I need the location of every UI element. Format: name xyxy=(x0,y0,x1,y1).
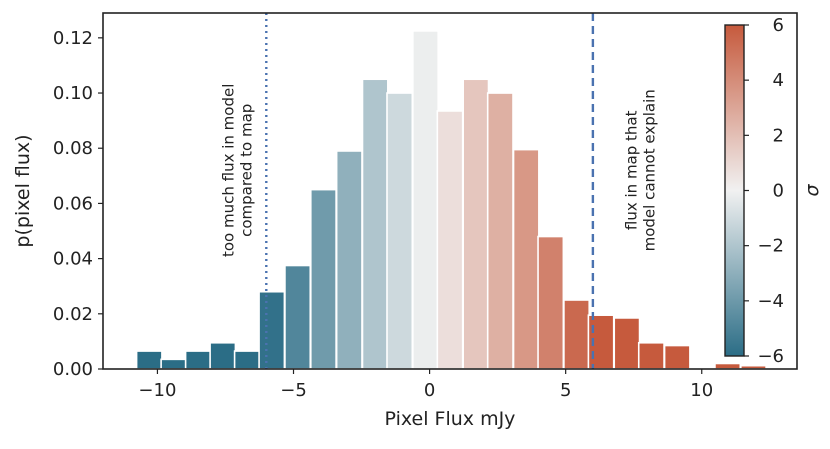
colorbar-tick-label: 2 xyxy=(773,125,784,146)
histogram-bar xyxy=(663,344,691,370)
histogram-bar xyxy=(209,341,237,370)
x-tick-label: 0 xyxy=(424,380,435,401)
colorbar-tick-label: 6 xyxy=(773,15,784,36)
y-axis-ticks: 0.00 0.02 0.04 0.06 0.08 0.10 0.12 xyxy=(53,28,103,380)
colorbar-label: σ xyxy=(801,184,823,197)
y-tick-label: 0.06 xyxy=(53,193,93,214)
histogram-bar xyxy=(309,188,337,370)
histogram-bar xyxy=(714,362,742,370)
colorbar-ticks: 6 4 2 0 −2 −4 −6 xyxy=(744,15,784,367)
annotations: too much flux in modelcompared to map flu… xyxy=(220,84,659,257)
x-axis-title: Pixel Flux mJy xyxy=(385,408,516,430)
y-tick-label: 0.08 xyxy=(53,138,93,159)
histogram-bar xyxy=(361,78,389,370)
x-tick-label: −10 xyxy=(138,380,176,401)
annotation-model-excess: too much flux in modelcompared to map xyxy=(220,84,256,257)
reference-lines xyxy=(265,13,595,369)
histogram-bar xyxy=(258,290,286,370)
colorbar-tick-label: −6 xyxy=(757,346,784,367)
x-tick-label: −5 xyxy=(280,380,307,401)
histogram-bar xyxy=(613,317,641,370)
x-tick-label: 5 xyxy=(560,380,571,401)
histogram-bar xyxy=(537,235,565,370)
histogram-bar xyxy=(637,341,665,370)
histogram-bar xyxy=(436,110,464,370)
colorbar-tick-label: −2 xyxy=(757,236,784,257)
annotation-map-excess: flux in map thatmodel cannot explain xyxy=(622,89,658,251)
histogram-bar xyxy=(284,264,312,370)
colorbar-tick-label: 4 xyxy=(773,70,784,91)
plot-frame xyxy=(102,12,798,370)
x-axis-ticks: −10 −5 0 5 10 xyxy=(138,369,713,401)
colorbar-tick-label: −4 xyxy=(757,291,784,312)
bars-layer xyxy=(135,30,767,370)
histogram-bar xyxy=(386,92,414,370)
histogram-bar xyxy=(563,299,591,370)
histogram-bar xyxy=(184,350,212,370)
y-axis-title: p(pixel flux) xyxy=(12,134,34,247)
histogram-bar xyxy=(233,350,261,370)
y-tick-label: 0.10 xyxy=(53,83,93,104)
histogram-bar xyxy=(135,350,163,370)
histogram-bar xyxy=(160,358,188,370)
y-tick-label: 0.02 xyxy=(53,304,93,325)
colorbar-tick-label: 0 xyxy=(773,181,784,202)
y-tick-label: 0.12 xyxy=(53,28,93,49)
histogram-bar xyxy=(335,150,363,370)
histogram-bar xyxy=(486,92,514,370)
histogram-bar xyxy=(462,78,490,370)
colorbar xyxy=(724,24,745,357)
y-tick-label: 0.00 xyxy=(53,359,93,380)
histogram-bar xyxy=(512,148,540,370)
histogram-bar xyxy=(412,30,439,370)
y-tick-label: 0.04 xyxy=(53,249,93,270)
x-tick-label: 10 xyxy=(690,380,713,401)
